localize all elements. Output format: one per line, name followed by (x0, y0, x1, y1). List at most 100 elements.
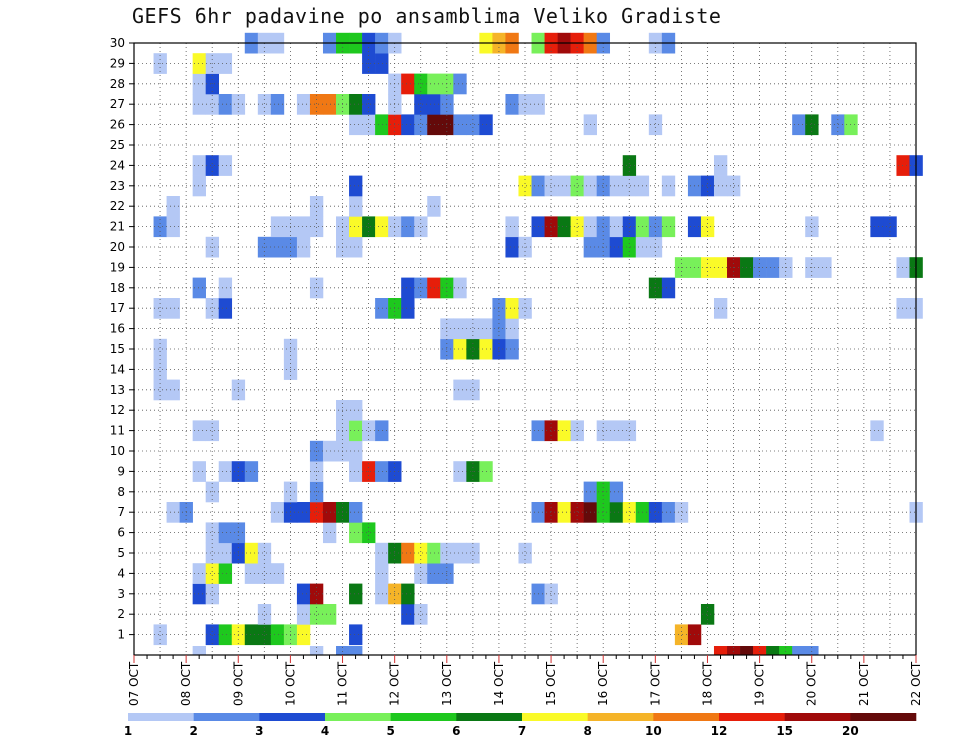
heatmap-cell (557, 175, 571, 197)
heatmap-cell (792, 646, 806, 656)
y-tick-label: 7 (117, 505, 125, 519)
legend-swatch (587, 713, 654, 721)
heatmap-cell (622, 420, 637, 442)
heatmap-cell (713, 155, 728, 176)
y-tick-label: 25 (110, 138, 125, 152)
heatmap-cell (779, 646, 793, 656)
heatmap-cell (518, 94, 532, 115)
heatmap-cell (557, 420, 571, 442)
y-tick-label: 26 (110, 118, 125, 132)
y-tick-label: 16 (110, 322, 125, 336)
heatmap-cell (622, 216, 637, 238)
legend-swatch (259, 713, 326, 721)
x-tick-label: 13 OCT (440, 661, 454, 706)
heatmap-cell (257, 604, 272, 625)
heatmap-cell (192, 175, 206, 197)
x-tick-label: 18 OCT (700, 661, 714, 706)
heatmap-cell (349, 236, 363, 258)
heatmap-cell (453, 338, 467, 360)
heatmap-cell (375, 542, 389, 564)
heatmap-cell (609, 502, 624, 523)
heatmap-cell (596, 502, 611, 523)
heatmap-cell (218, 461, 233, 482)
y-axis: 1234567891011121314151617181920212223242… (110, 36, 134, 642)
y-tick-label: 4 (117, 566, 125, 580)
legend-swatch (390, 713, 457, 721)
heatmap-cell (427, 277, 441, 299)
x-tick-label: 20 OCT (805, 661, 819, 706)
heatmap-cell (414, 563, 428, 584)
heatmap-cell (257, 624, 272, 646)
heatmap-cell (674, 624, 689, 646)
heatmap-cell (661, 216, 676, 238)
heatmap-cell (414, 604, 428, 625)
heatmap-cell (466, 338, 480, 360)
heatmap-cell (401, 542, 415, 564)
heatmap-cell (375, 420, 389, 442)
heatmap-cell (244, 563, 259, 584)
heatmap-cell (322, 94, 337, 115)
heatmap-cell (309, 604, 324, 625)
heatmap-cell (362, 114, 376, 136)
heatmap-cell (349, 216, 363, 238)
legend-label: 20 (842, 724, 859, 738)
heatmap-cell (414, 114, 428, 136)
y-tick-label: 27 (110, 97, 125, 111)
heatmap-cell (322, 604, 337, 625)
y-tick-label: 28 (110, 77, 125, 91)
heatmap-cell (192, 155, 206, 176)
x-tick-label: 12 OCT (388, 661, 402, 706)
heatmap-cell (270, 94, 285, 115)
heatmap-cell (166, 216, 180, 238)
heatmap-cell (166, 379, 180, 401)
x-tick-label: 22 OCT (909, 661, 923, 706)
y-tick-label: 3 (117, 587, 125, 601)
heatmap-cell (401, 604, 415, 625)
y-tick-label: 29 (110, 56, 125, 70)
legend-label: 4 (321, 724, 329, 738)
heatmap-cell (362, 522, 376, 544)
heatmap-cell (349, 440, 363, 462)
heatmap-cell (296, 604, 311, 625)
x-tick-label: 08 OCT (179, 661, 193, 706)
y-tick-label: 5 (117, 546, 125, 560)
heatmap-cell (727, 646, 741, 656)
heatmap-cell (661, 175, 676, 197)
heatmap-cell (505, 338, 519, 360)
heatmap-cell (648, 216, 663, 238)
heatmap-cell (375, 53, 389, 74)
legend-swatch (193, 713, 260, 721)
heatmap-cell (596, 175, 611, 197)
heatmap-cell (205, 583, 220, 605)
heatmap-cell (544, 583, 558, 605)
y-tick-label: 15 (110, 342, 125, 356)
heatmap-cell (349, 94, 363, 115)
heatmap-cell (896, 298, 910, 319)
heatmap-cell (609, 236, 624, 258)
heatmap-cell (218, 563, 233, 584)
heatmap-cell (518, 175, 532, 197)
heatmap-cell (349, 624, 363, 646)
x-tick-label: 09 OCT (231, 661, 245, 706)
heatmap-cell (427, 542, 441, 564)
heatmap-cell (205, 420, 220, 442)
heatmap-cell (192, 53, 206, 74)
x-tick-label: 07 OCT (127, 661, 141, 706)
heatmap-cell (257, 563, 272, 584)
heatmap-cell (296, 583, 311, 605)
heatmap-cell (700, 175, 715, 197)
heatmap-cell (805, 216, 819, 238)
heatmap-cell (518, 298, 532, 319)
legend-swatch (653, 713, 720, 721)
heatmap-cell (296, 94, 311, 115)
y-tick-label: 21 (110, 220, 125, 234)
color-legend: 1 2 3 4 5 6 7 8 10 12 15 20 (124, 713, 917, 738)
heatmap-cell (870, 216, 884, 238)
legend-label: 2 (189, 724, 197, 738)
heatmap-cell (244, 542, 259, 564)
heatmap-cell (453, 461, 467, 482)
heatmap-cell (609, 175, 624, 197)
y-tick-label: 19 (110, 260, 125, 274)
heatmap-cell (153, 624, 167, 646)
heatmap-cell (218, 94, 233, 115)
